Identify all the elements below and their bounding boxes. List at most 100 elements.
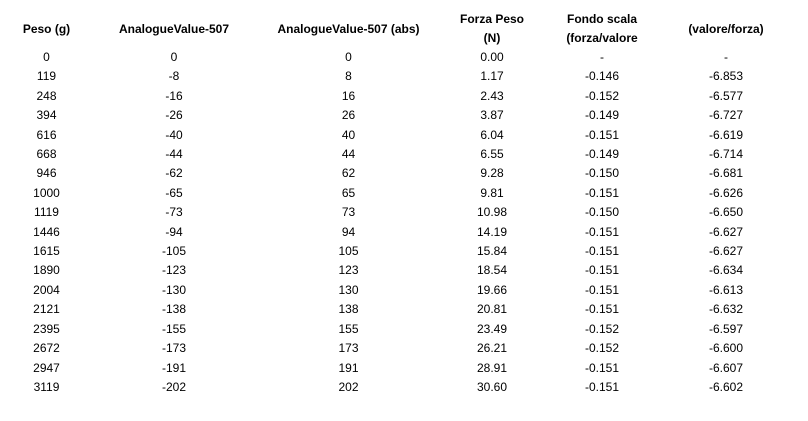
valore-forza-cell: -6.597: [708, 321, 744, 336]
valore-forza-cell: -6.602: [708, 379, 744, 394]
analogue-value-cell: -94: [165, 224, 183, 239]
valore-forza-cell: -6.600: [708, 341, 744, 356]
fondo-scala-cell: -0.151: [584, 282, 620, 297]
forza-peso-cell: 26.21: [476, 341, 508, 356]
analogue-value-abs-cell: 0: [345, 50, 352, 64]
valore-forza-cell: -6.632: [708, 302, 744, 317]
valore-forza-cell: -6.607: [708, 360, 744, 375]
peso-cell: 2121: [33, 302, 60, 317]
fondo-scala-cell: -0.149: [584, 147, 620, 162]
forza-peso-cell: 19.66: [476, 282, 508, 297]
fondo-scala-cell: -0.151: [584, 127, 620, 142]
peso-cell: 2672: [33, 341, 60, 356]
analogue-value-cell: -8: [168, 69, 180, 84]
analogue-value-cell: -173: [161, 341, 187, 356]
fondo-scala-cell: -0.151: [584, 263, 620, 278]
fondo-scala-cell: -0.151: [584, 244, 620, 259]
table-row: 394 -26 26 3.87 -0.149 -6.727: [0, 106, 790, 125]
analogue-value-cell: -130: [161, 282, 187, 297]
analogue-value-cell: -65: [165, 185, 183, 200]
table-row: 1119 -73 73 10.98 -0.150 -6.650: [0, 203, 790, 222]
analogue-value-abs-cell: 202: [338, 379, 359, 394]
forza-peso-cell: 9.81: [480, 185, 504, 200]
forza-peso-cell: 6.04: [480, 127, 504, 142]
header-text: (forza/valore: [566, 31, 638, 45]
analogue-value-abs-cell: 44: [341, 147, 356, 162]
table-row: 2395 -155 155 23.49 -0.152 -6.597: [0, 320, 790, 339]
fondo-scala-cell: -0.151: [584, 302, 620, 317]
valore-forza-cell: -6.627: [708, 244, 744, 259]
header-peso: Peso (g): [0, 10, 93, 48]
analogue-value-cell: -123: [161, 263, 187, 278]
forza-peso-cell: 3.87: [480, 108, 504, 123]
fondo-scala-cell: -0.151: [584, 379, 620, 394]
peso-cell: 1615: [33, 244, 60, 259]
valore-forza-cell: -6.714: [708, 147, 744, 162]
analogue-value-abs-cell: 123: [338, 263, 359, 278]
forza-peso-cell: 14.19: [476, 224, 508, 239]
header-forza-peso: Forza Peso (N): [442, 10, 542, 48]
peso-cell: 1119: [34, 205, 59, 220]
table-row: 616 -40 40 6.04 -0.151 -6.619: [0, 126, 790, 145]
fondo-scala-cell: -0.152: [584, 321, 620, 336]
peso-cell: 248: [36, 88, 57, 103]
analogue-value-cell: -26: [165, 108, 183, 123]
analogue-value-cell: -73: [165, 205, 183, 220]
analogue-value-abs-cell: 155: [338, 321, 359, 336]
analogue-value-abs-cell: 105: [338, 244, 359, 259]
peso-cell: 2395: [33, 321, 60, 336]
peso-cell: 3119: [33, 379, 60, 394]
fondo-scala-cell: -0.152: [584, 88, 620, 103]
peso-cell: 946: [36, 166, 57, 181]
forza-peso-cell: 28.91: [476, 360, 508, 375]
header-text: AnalogueValue-507 (abs): [277, 21, 420, 36]
header-text: Forza Peso: [459, 12, 525, 26]
valore-forza-cell: -6.613: [708, 282, 744, 297]
valore-forza-cell: -6.577: [708, 88, 744, 103]
peso-cell: 394: [36, 108, 57, 123]
peso-cell: 2947: [33, 360, 60, 375]
header-text: Peso (g): [22, 21, 71, 36]
analogue-value-abs-cell: 40: [341, 127, 356, 142]
peso-cell: 2004: [33, 282, 60, 297]
peso-cell: 1000: [33, 185, 60, 200]
forza-peso-cell: 9.28: [480, 166, 504, 181]
table-row: 668 -44 44 6.55 -0.149 -6.714: [0, 145, 790, 164]
peso-cell: 616: [36, 127, 57, 142]
forza-peso-cell: 6.55: [480, 147, 504, 162]
valore-forza-cell: -: [724, 50, 728, 64]
fondo-scala-cell: -0.152: [584, 341, 620, 356]
valore-forza-cell: -6.619: [708, 127, 744, 142]
table-row: 119 -8 8 1.17 -0.146 -6.853: [0, 67, 790, 86]
header-text: Fondo scala: [566, 12, 637, 26]
peso-cell: 0: [43, 50, 50, 64]
header-row: Peso (g) AnalogueValue-507 AnalogueValue…: [0, 10, 790, 48]
header-text: AnalogueValue-507: [118, 21, 230, 36]
analogue-value-cell: -44: [165, 147, 183, 162]
table-row: 248 -16 16 2.43 -0.152 -6.577: [0, 87, 790, 106]
forza-peso-cell: 1.17: [480, 69, 504, 84]
analogue-value-cell: -155: [161, 321, 187, 336]
table-row: 0 0 0 0.00 - -: [0, 48, 790, 67]
analogue-value-cell: 0: [170, 50, 178, 64]
table-row: 2947 -191 191 28.91 -0.151 -6.607: [0, 359, 790, 378]
fondo-scala-cell: -: [600, 50, 604, 64]
analogue-value-cell: -62: [165, 166, 183, 181]
peso-cell: 1446: [33, 224, 60, 239]
fondo-scala-cell: -0.150: [584, 205, 620, 220]
forza-peso-cell: 15.84: [476, 244, 508, 259]
peso-cell: 119: [36, 69, 57, 84]
analogue-value-abs-cell: 73: [341, 205, 356, 220]
header-fondo-scala: Fondo scala (forza/valore: [542, 10, 662, 48]
table-row: 1446 -94 94 14.19 -0.151 -6.627: [0, 223, 790, 242]
header-valore-forza: (valore/forza): [662, 10, 790, 48]
valore-forza-cell: -6.627: [708, 224, 744, 239]
forza-peso-cell: 18.54: [476, 263, 508, 278]
analogue-value-cell: -191: [161, 360, 187, 375]
table-row: 2004 -130 130 19.66 -0.151 -6.613: [0, 281, 790, 300]
analogue-value-abs-cell: 16: [341, 88, 356, 103]
measurement-table: Peso (g) AnalogueValue-507 AnalogueValue…: [0, 10, 790, 397]
table-row: 2121 -138 138 20.81 -0.151 -6.632: [0, 300, 790, 319]
peso-cell: 668: [36, 147, 57, 162]
